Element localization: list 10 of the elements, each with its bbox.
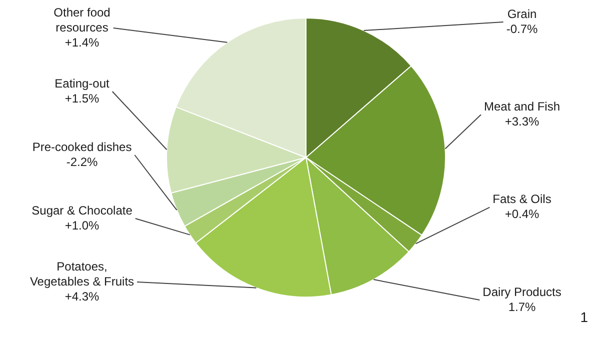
slice-label: Potatoes, Vegetables & Fruits +4.3% bbox=[30, 259, 134, 304]
slice-label: Pre-cooked dishes -2.2% bbox=[32, 140, 132, 169]
slice-label: Eating-out +1.5% bbox=[54, 76, 110, 106]
slice-label: Other food resources +1.4% bbox=[54, 5, 110, 50]
slice-label: Dairy Products 1.7% bbox=[482, 284, 562, 314]
slice-label: Fats & Oils +0.4% bbox=[492, 192, 552, 222]
slice-label: Meat and Fish +3.3% bbox=[484, 99, 560, 128]
slice-label: Sugar & Chocolate +1.0% bbox=[32, 203, 133, 232]
slice-label: Grain -0.7% bbox=[506, 6, 538, 36]
text: 1 bbox=[580, 308, 588, 325]
